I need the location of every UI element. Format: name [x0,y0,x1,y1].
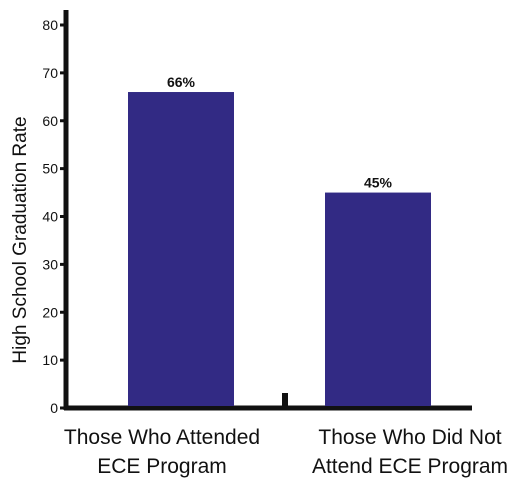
y-tick-label: 50 [42,161,58,177]
x-category-label-line: Those Who Did Not [318,426,501,449]
data-label: 45% [364,175,393,191]
y-tick-label: 10 [42,352,58,368]
y-tick-label: 20 [42,304,58,320]
x-category-label: Those Who Attended ECE Program [64,426,260,478]
y-tick-label: 40 [42,209,58,225]
y-tick-label: 80 [42,17,58,33]
y-tick-label: 30 [42,256,58,272]
y-tick-label: 0 [50,400,58,416]
x-category-label: Those Who Did Not Attend ECE Program [312,426,508,478]
x-category-label-line: Those Who Attended [64,426,260,449]
bar [128,92,234,407]
y-tick-label: 60 [42,113,58,129]
x-category-label-line: ECE Program [97,455,227,478]
x-category-separator [282,393,288,408]
x-category-label-line: Attend ECE Program [312,455,508,478]
bar [325,192,431,406]
y-axis-label: High School Graduation Rate [10,116,31,363]
data-label: 66% [167,74,196,90]
y-tick-label: 70 [42,65,58,81]
